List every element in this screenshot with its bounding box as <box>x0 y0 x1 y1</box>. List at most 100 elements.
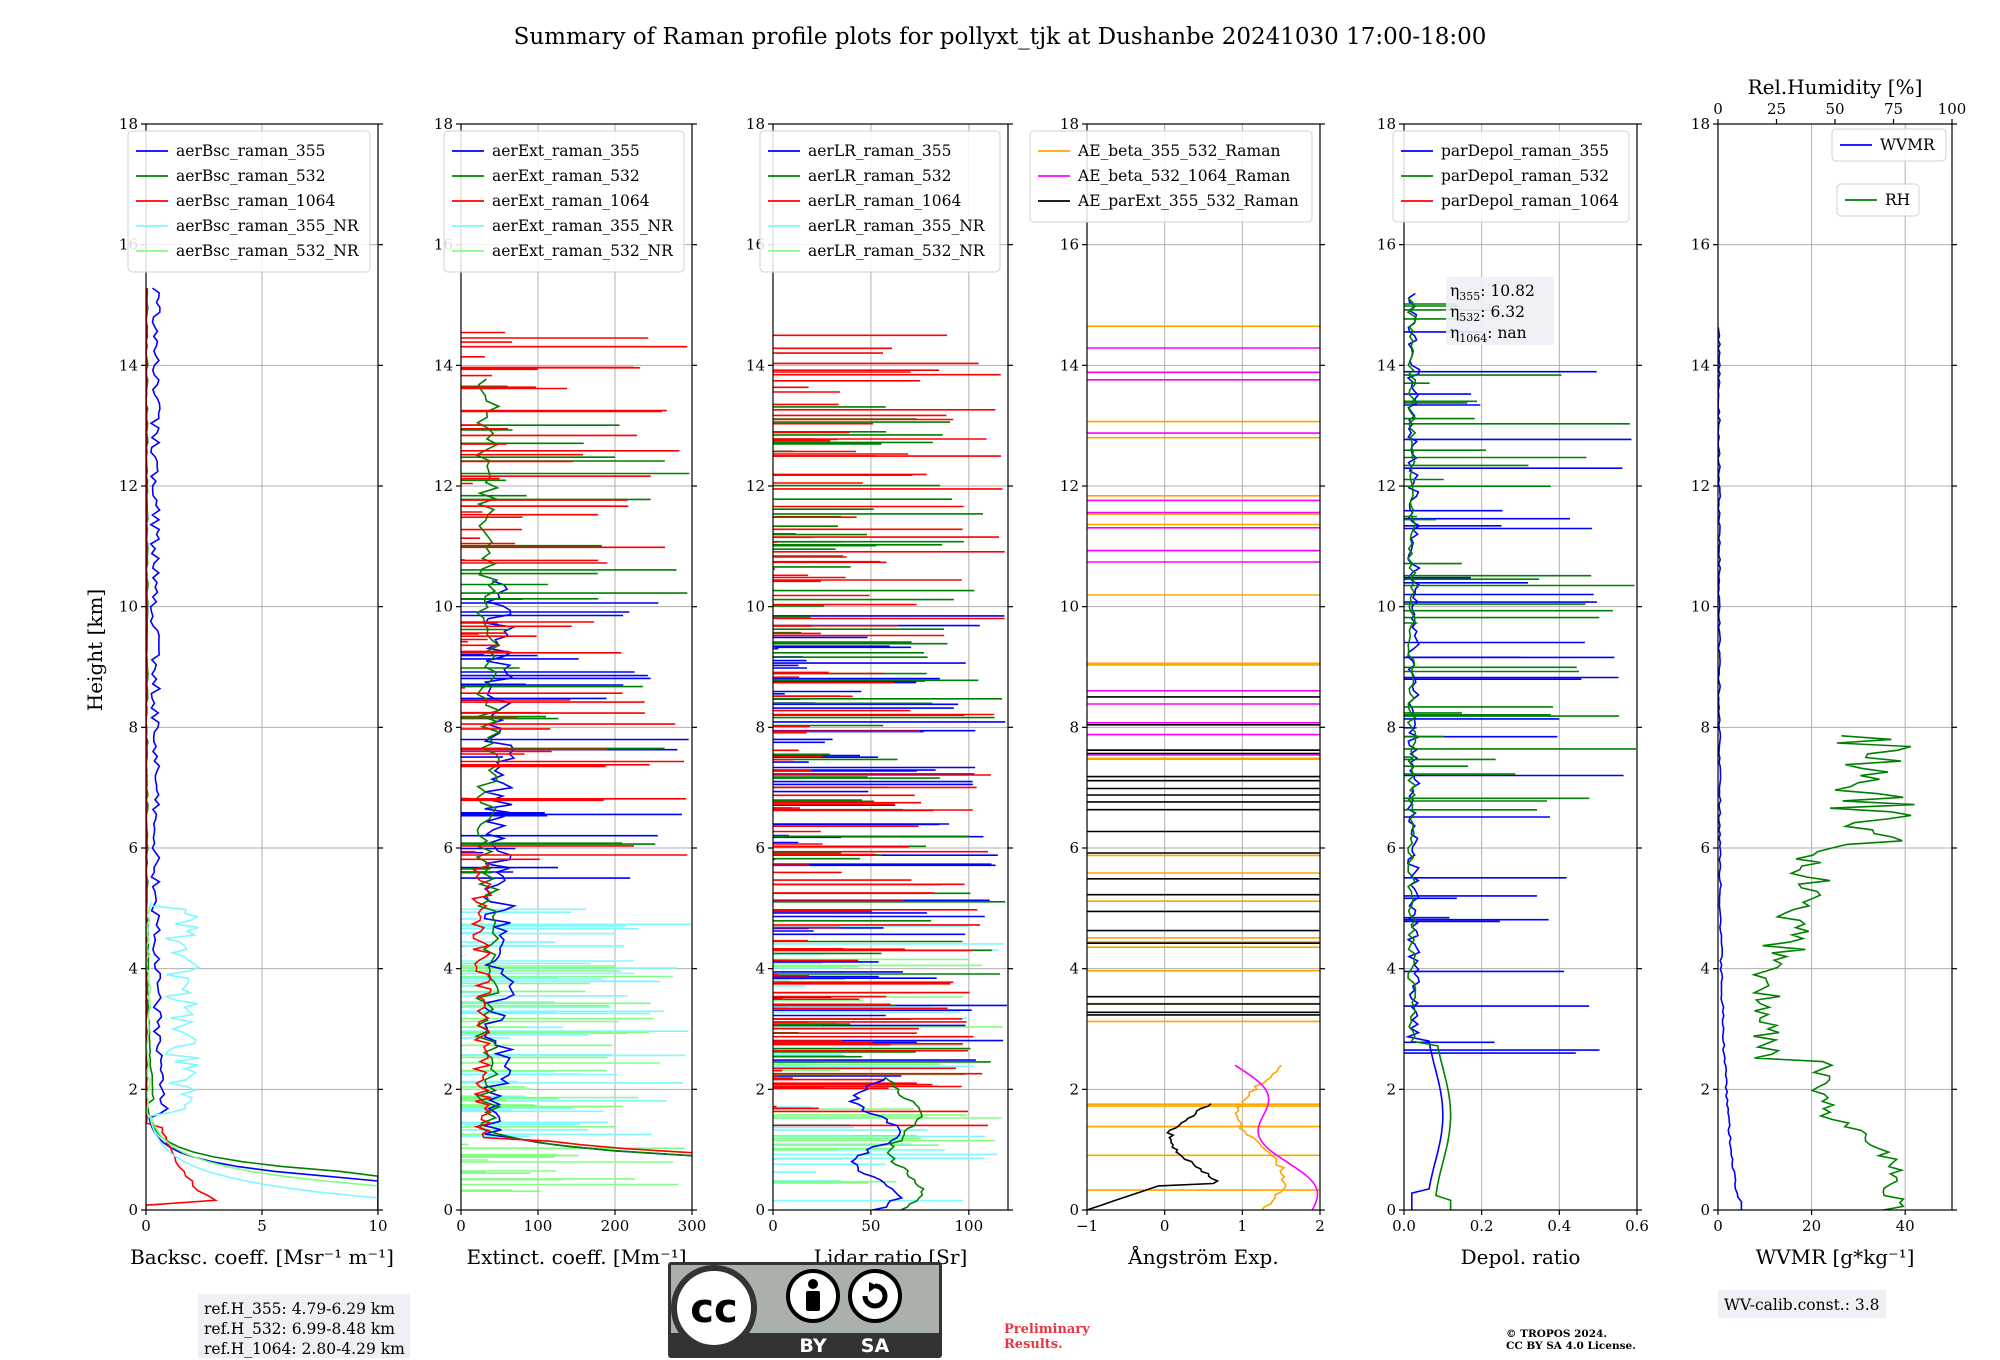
trace-AE_parExt_355_532_Raman <box>1087 696 1320 1016</box>
x2-tick-label: 0 <box>1713 100 1723 118</box>
eta-subscript: 1064 <box>1459 332 1487 345</box>
trace-AE_beta_532_1064_Raman <box>1087 347 1320 756</box>
panel-bsc: 0246810121416180510Backsc. coeff. [Msr⁻¹… <box>119 115 410 1358</box>
trace-parDepol_raman_532-spikes <box>1404 303 1636 811</box>
legend: parDepol_raman_355 parDepol_raman_532 parD… <box>1392 130 1630 223</box>
y-tick-label: 8 <box>1700 718 1710 736</box>
trace-aerBsc_raman_532_NR <box>146 905 378 1187</box>
legend-label-parDepol_raman_532: parDepol_raman_532 <box>1441 167 1609 185</box>
y-tick-label: 2 <box>1700 1080 1710 1098</box>
ref-height-box <box>198 1294 410 1358</box>
x-tick-label: 10 <box>368 1217 387 1235</box>
y-tick-label: 8 <box>755 718 765 736</box>
x-tick-label: 0 <box>456 1217 466 1235</box>
x-axis-label: Ångström Exp. <box>1127 1244 1278 1269</box>
x-tick-label: 1 <box>1238 1217 1248 1235</box>
x-tick-label: 100 <box>524 1217 553 1235</box>
legend: aerExt_raman_355 aerExt_raman_532 aerExt_r… <box>443 130 685 273</box>
y-tick-label: 12 <box>1377 477 1396 495</box>
badge-sa-label: SA <box>861 1335 890 1357</box>
trace-AE_beta_355_532_Raman-lower <box>1234 1064 1287 1210</box>
legend-label: WVMR <box>1880 136 1936 154</box>
x2-tick-label: 75 <box>1884 100 1903 118</box>
y-tick-label: 4 <box>755 960 765 978</box>
eta-symbol: η <box>1450 303 1459 321</box>
x-tick-label: 200 <box>601 1217 630 1235</box>
y-tick-label: 2 <box>755 1080 765 1098</box>
x-tick-label: 5 <box>257 1217 267 1235</box>
notes-wv: WV-calib.const.: 3.8 <box>1718 1290 1886 1318</box>
y-tick-label: 2 <box>1069 1080 1079 1098</box>
legend-label-aerLR_raman_355_NR: aerLR_raman_355_NR <box>808 217 986 235</box>
trace-aerLR_raman_355-lower <box>847 1076 904 1210</box>
ref-height-note: ref.H_1064: 2.80-4.29 km <box>204 1340 405 1358</box>
y-tick-label: 6 <box>1700 839 1710 857</box>
y-tick-label: 10 <box>1377 598 1396 616</box>
copyright-note: © TROPOS 2024. CC BY SA 4.0 License. <box>1506 1328 1636 1352</box>
y-tick-label: 18 <box>746 115 765 133</box>
legend-box <box>127 130 371 273</box>
copyright-line-2: CC BY SA 4.0 License. <box>1506 1340 1636 1352</box>
y-tick-label: 4 <box>1386 960 1396 978</box>
legend-label-AE_parExt_355_532_Raman: AE_parExt_355_532_Raman <box>1077 192 1299 210</box>
legend-box <box>759 130 1001 273</box>
x-tick-label: 0 <box>768 1217 778 1235</box>
x-tick-label: 0 <box>141 1217 151 1235</box>
notes-bsc: ref.H_355: 4.79-6.29 km ref.H_532: 6.99-8… <box>198 1294 410 1358</box>
y-tick-label: 12 <box>1060 477 1079 495</box>
y-tick-label: 0 <box>755 1201 765 1219</box>
legend-label-aerExt_raman_532_NR: aerExt_raman_532_NR <box>492 242 674 260</box>
x-axis-label: Extinct. coeff. [Mm⁻¹] <box>466 1245 686 1269</box>
y-tick-label: 2 <box>1386 1080 1396 1098</box>
y-tick-label: 16 <box>1060 236 1079 254</box>
legend-label-aerLR_raman_532: aerLR_raman_532 <box>808 167 951 185</box>
eta-subscript: 355 <box>1459 290 1480 303</box>
axes-frame <box>1403 123 1638 1211</box>
y-tick-label: 18 <box>1691 115 1710 133</box>
traces-lr <box>773 334 1007 1210</box>
x-tick-label: 0.4 <box>1547 1217 1571 1235</box>
y-tick-label: 16 <box>1377 236 1396 254</box>
badge-by-label: BY <box>799 1335 826 1357</box>
y-tick-label: 6 <box>443 839 453 857</box>
trace-AE_beta_355_532_Raman <box>1087 325 1320 1191</box>
x-tick-label: 20 <box>1802 1217 1821 1235</box>
trace-parDepol_raman_532 <box>1406 297 1452 1210</box>
y-tick-label: 2 <box>443 1080 453 1098</box>
traces-wv <box>1718 327 1915 1210</box>
eta-annotation-1064: η1064: nan <box>1450 324 1527 345</box>
legend-label-parDepol_raman_1064: parDepol_raman_1064 <box>1441 192 1619 210</box>
legend-label-aerLR_raman_532_NR: aerLR_raman_532_NR <box>808 242 986 260</box>
x2-tick-label: 50 <box>1825 100 1844 118</box>
y-tick-label: 14 <box>1377 356 1396 374</box>
y-tick-label: 6 <box>755 839 765 857</box>
legend-box <box>1029 130 1313 223</box>
y-tick-label: 18 <box>434 115 453 133</box>
y-tick-label: 18 <box>1060 115 1079 133</box>
legend-label-parDepol_raman_355: parDepol_raman_355 <box>1441 142 1609 160</box>
axes-frame <box>460 123 693 1211</box>
x2-tick-label: 25 <box>1767 100 1786 118</box>
legend-RH: RH <box>1836 183 1920 217</box>
trace-aerExt_raman_355_NR <box>461 908 692 1138</box>
trace-aerExt_raman_1064 <box>470 861 692 1154</box>
y-tick-label: 18 <box>1377 115 1396 133</box>
eta-annotation-355: η355: 10.82 <box>1450 282 1535 303</box>
y-tick-label: 6 <box>1386 839 1396 857</box>
y-tick-label: 10 <box>434 598 453 616</box>
legend-label-aerLR_raman_355: aerLR_raman_355 <box>808 142 951 160</box>
legend-label-aerBsc_raman_355_NR: aerBsc_raman_355_NR <box>176 217 360 235</box>
legend-box <box>443 130 685 273</box>
y-tick-label: 14 <box>746 356 765 374</box>
copyright-line-1: © TROPOS 2024. <box>1506 1328 1608 1340</box>
trace-AE_beta_532_1064_Raman-lower <box>1234 1064 1319 1210</box>
x-tick-label: 0 <box>1713 1217 1723 1235</box>
y-tick-label: 10 <box>1691 598 1710 616</box>
x-tick-label: −1 <box>1076 1217 1098 1235</box>
panel-depol: 0 2 4 6 8 10 12 14 16 18 0.0 0.2 0.4 0.6 Depol. ratio p… <box>1377 115 1649 1269</box>
y-tick-label: 6 <box>1069 839 1079 857</box>
x-tick-label: 2 <box>1315 1217 1325 1235</box>
